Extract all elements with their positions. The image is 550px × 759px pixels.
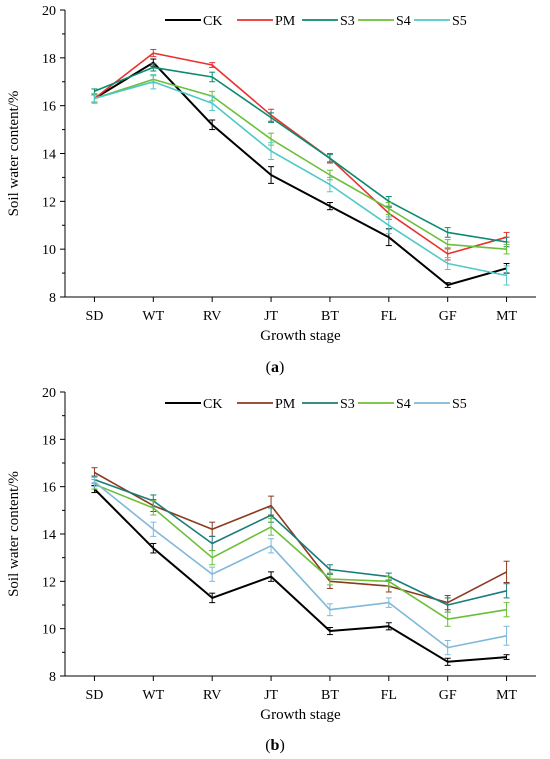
- x-tick-label: RV: [203, 688, 221, 703]
- series-line-ck: [93, 61, 507, 286]
- y-tick-label: 8: [49, 291, 56, 306]
- legend-label: S4: [396, 14, 411, 29]
- legend-label: PM: [275, 397, 296, 412]
- x-tick-label: WT: [142, 309, 164, 324]
- panel-label-close: ): [279, 737, 284, 754]
- legend-label: CK: [203, 397, 222, 412]
- x-tick-label: SD: [85, 309, 103, 324]
- series-line-s4: [94, 78, 507, 250]
- panel-label-letter: a: [271, 359, 279, 376]
- legend-label: S5: [452, 14, 467, 29]
- legend-label: CK: [203, 14, 222, 29]
- panel-label-open: (: [265, 737, 270, 754]
- panel-label-letter: b: [271, 737, 280, 754]
- legend-label: S5: [452, 397, 467, 412]
- chart-panel-b: 8 10 12 14 16 18 20 SD WT RV JT BT FL GF MT Growth stag…: [6, 386, 536, 754]
- x-tick-label: GF: [439, 688, 457, 703]
- y-axis-title: Soil water content/%: [6, 471, 22, 597]
- y-tick-label: 14: [42, 528, 56, 543]
- chart-panel-a: 8 10 12 14 16 18 20 SD WT RV JT BT FL GF MT Growth stag…: [6, 4, 536, 376]
- series-line-s5: [94, 81, 507, 277]
- x-tick-label: FL: [381, 688, 397, 703]
- panel-label: (b): [265, 737, 285, 754]
- series-line-s4: [94, 483, 507, 621]
- y-tick-label: 20: [42, 4, 56, 19]
- panel-label-open: (: [266, 359, 271, 376]
- x-tick-label: SD: [85, 688, 103, 703]
- x-tick-label: BT: [321, 688, 339, 703]
- series-line-s3: [94, 478, 507, 606]
- y-tick-label: 10: [42, 243, 56, 258]
- y-tick-label: 10: [42, 623, 56, 638]
- y-tick-label: 16: [42, 481, 56, 496]
- legend-label: S3: [340, 14, 355, 29]
- y-tick-label: 16: [42, 100, 56, 115]
- x-tick-label: RV: [203, 309, 221, 324]
- legend-label: S4: [396, 397, 411, 412]
- y-tick-label: 12: [42, 195, 56, 210]
- x-tick-label: GF: [439, 309, 457, 324]
- panel-label: (a): [266, 359, 285, 376]
- legend-label: S3: [340, 397, 355, 412]
- series-line-ck: [93, 488, 507, 663]
- x-tick-label: JT: [264, 688, 278, 703]
- x-tick-label: MT: [496, 309, 517, 324]
- x-axis-title: Growth stage: [260, 707, 341, 723]
- series-line-pm: [93, 52, 507, 255]
- series-line-s3: [94, 66, 507, 243]
- y-tick-label: 18: [42, 433, 56, 448]
- y-tick-label: 12: [42, 575, 56, 590]
- x-axis-title: Growth stage: [260, 328, 341, 344]
- x-tick-label: JT: [264, 309, 278, 324]
- y-tick-label: 8: [49, 670, 56, 685]
- x-tick-label: WT: [142, 688, 164, 703]
- legend-label: PM: [275, 14, 296, 29]
- y-tick-label: 14: [42, 148, 56, 163]
- y-tick-label: 20: [42, 386, 56, 401]
- series-line-s5: [93, 481, 507, 649]
- y-axis-title: Soil water content/%: [6, 91, 22, 217]
- x-tick-label: MT: [496, 688, 517, 703]
- x-tick-label: BT: [321, 309, 339, 324]
- panel-label-close: ): [279, 359, 284, 376]
- series-line-pm: [94, 471, 507, 604]
- y-tick-label: 18: [42, 52, 56, 67]
- x-tick-label: FL: [381, 309, 397, 324]
